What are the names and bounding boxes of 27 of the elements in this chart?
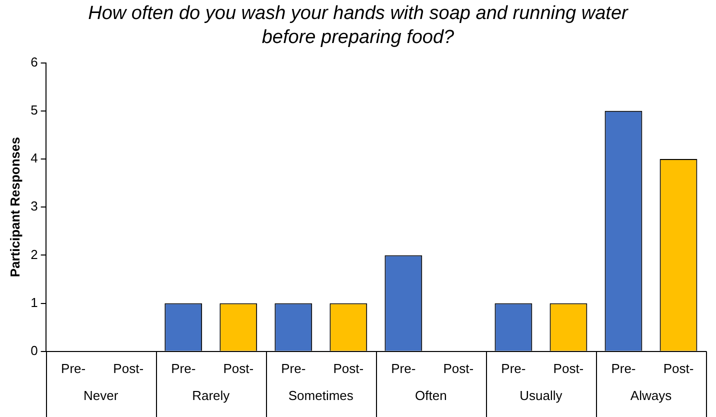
y-axis-title: Participant Responses (7, 137, 22, 278)
text: Rarely (192, 388, 230, 403)
chart-title: How often do you wash your hands with soap and running water before preparing food? (87, 2, 630, 50)
x-tick-label: Pre- (281, 360, 306, 376)
x-tick-label: Pre- (501, 360, 526, 376)
x-tick-label: Post- (663, 360, 694, 376)
x-tick-label: Pre- (391, 360, 416, 376)
x-tick-label: Post- (443, 360, 474, 376)
x-tick-label: Post- (113, 360, 144, 376)
text: Often (415, 388, 447, 403)
y-tick-label: 1 (30, 294, 38, 310)
x-tick-label: Pre- (171, 360, 196, 376)
text: Sometimes (288, 388, 354, 403)
y-tick-label: 6 (30, 54, 38, 70)
y-tick-label: 3 (30, 198, 38, 214)
y-tick-label: 4 (30, 150, 38, 166)
text: Always (630, 388, 672, 403)
x-tick-label: Post- (223, 360, 254, 376)
y-tick-label: 0 (30, 342, 38, 358)
y-tick-label: 2 (30, 246, 38, 262)
x-tick-label: Post- (553, 360, 584, 376)
x-tick-label: Post- (333, 360, 364, 376)
x-tick-label: Pre- (611, 360, 636, 376)
y-tick-label: 5 (30, 102, 38, 118)
text: Never (84, 388, 119, 403)
text: Usually (520, 388, 563, 403)
x-tick-label: Pre- (61, 360, 86, 376)
